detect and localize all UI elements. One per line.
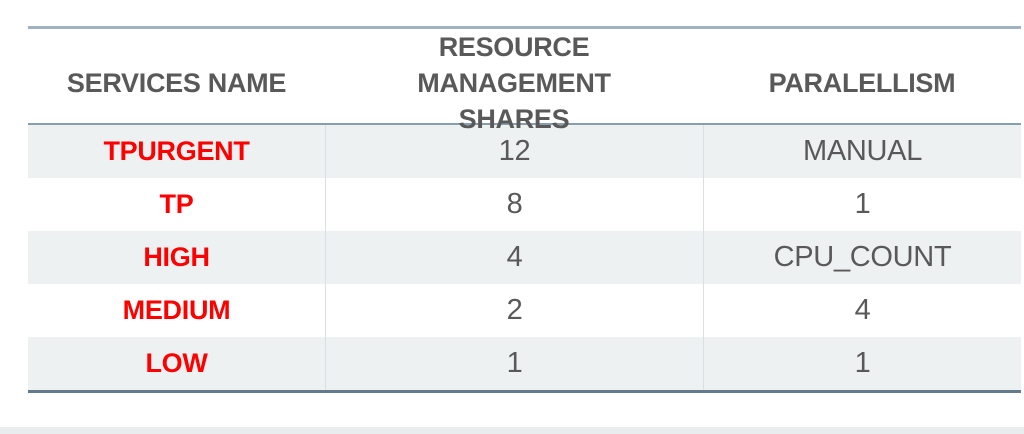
shares-cell: 2 (325, 284, 703, 337)
service-name-cell: TPURGENT (103, 136, 250, 166)
services-table: SERVICES NAME RESOURCE MANAGEMENT SHARES… (28, 26, 1021, 393)
shares-cell: 4 (325, 231, 703, 284)
parallelism-cell: 1 (703, 337, 1021, 390)
shares-cell: 8 (325, 178, 703, 231)
header-resource-management-shares: RESOURCE MANAGEMENT SHARES (325, 29, 703, 137)
header-parallelism-label: PARALELLISM (768, 68, 956, 98)
service-name-cell: LOW (145, 348, 208, 378)
service-name-cell: HIGH (143, 242, 210, 272)
table-row-high: HIGH 4 CPU_COUNT (28, 231, 1021, 284)
header-parallelism: PARALELLISM (703, 29, 1021, 137)
header-resource-management-shares-label: RESOURCE MANAGEMENT SHARES (417, 32, 611, 134)
table-header-row: SERVICES NAME RESOURCE MANAGEMENT SHARES… (28, 29, 1021, 134)
header-services-name: SERVICES NAME (28, 29, 325, 137)
service-name-cell: MEDIUM (122, 295, 231, 325)
table-row-low: LOW 1 1 (28, 337, 1021, 390)
parallelism-cell: CPU_COUNT (703, 231, 1021, 284)
table-row-tp: TP 8 1 (28, 178, 1021, 231)
header-services-name-label: SERVICES NAME (66, 68, 287, 98)
shares-cell: 1 (325, 337, 703, 390)
shares-cell: 12 (325, 125, 703, 178)
parallelism-cell: MANUAL (703, 125, 1021, 178)
bottom-divider-bar (0, 427, 1024, 434)
parallelism-cell: 1 (703, 178, 1021, 231)
parallelism-cell: 4 (703, 284, 1021, 337)
table-row-medium: MEDIUM 2 4 (28, 284, 1021, 337)
service-name-cell: TP (159, 189, 194, 219)
table-row-tpurgent: TPURGENT 12 MANUAL (28, 125, 1021, 178)
